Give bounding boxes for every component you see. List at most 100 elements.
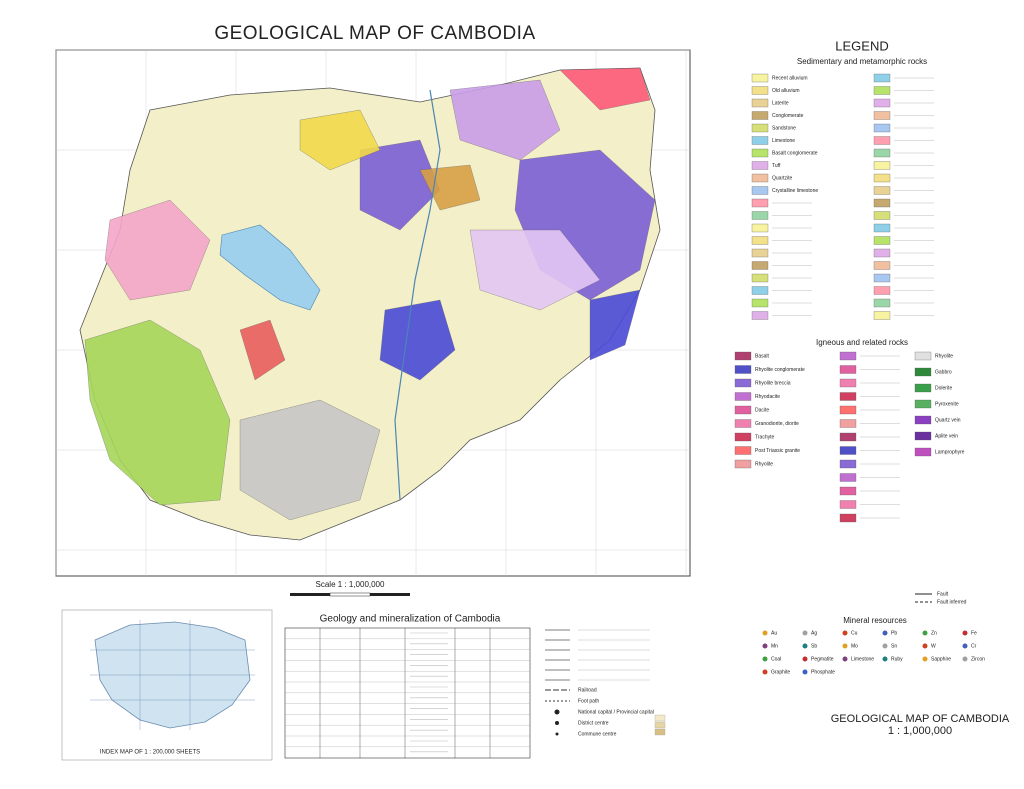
legend-label: Basalt	[755, 353, 770, 359]
legend-swatch	[839, 500, 857, 509]
mineral-label: Phosphate	[811, 669, 835, 675]
mineral-symbol	[842, 643, 848, 649]
legend-swatch	[751, 86, 769, 95]
mineral-symbol	[962, 656, 968, 662]
legend-label: Crystalline limestone	[772, 188, 818, 194]
legend-swatch	[751, 73, 769, 83]
geologic-unit	[559, 67, 651, 111]
legend-swatch	[734, 365, 752, 374]
legend-swatch	[734, 419, 752, 428]
legend-label: Limestone	[772, 138, 795, 144]
legend-swatch	[839, 432, 857, 442]
settlement-symbol	[555, 732, 559, 736]
legend-swatch	[734, 432, 752, 442]
geologic-unit	[379, 299, 456, 381]
legend-label: Sandstone	[772, 125, 796, 131]
legend-swatch	[751, 311, 769, 320]
legend-swatch	[914, 351, 932, 361]
legend-label: Pyroxenite	[935, 401, 959, 407]
legend-swatch	[873, 111, 891, 120]
index-grid	[90, 620, 255, 730]
legend-label: Granodiorite, diorite	[755, 421, 799, 427]
scale-segment	[370, 593, 410, 596]
mineral-symbol	[762, 669, 768, 675]
legend-swatch	[873, 173, 891, 183]
contour-legend	[654, 714, 666, 736]
geologic-unit	[239, 399, 381, 521]
legend-swatch	[873, 211, 891, 220]
legend-swatch	[734, 459, 752, 469]
legend-label: Quartzite	[772, 175, 793, 181]
contour-swatch	[654, 721, 666, 729]
legend-swatch	[839, 446, 857, 455]
legend-swatch	[734, 446, 752, 455]
mineral-label: Fe	[971, 630, 977, 636]
legend-label: Fault inferred	[937, 599, 967, 605]
mineral-label: Pb	[891, 630, 897, 636]
legend-swatch	[839, 513, 857, 523]
legend-swatch	[873, 136, 891, 145]
mineral-label: W	[931, 643, 936, 649]
legend-label: Old alluvium	[772, 88, 800, 94]
mineral-symbol	[922, 643, 928, 649]
mineral-label: Au	[771, 630, 777, 636]
mineral-label: Zn	[931, 630, 937, 636]
geologic-unit	[449, 79, 561, 161]
legend-swatch	[734, 392, 752, 401]
mineral-label: Ruby	[891, 656, 903, 662]
legend-swatch	[914, 431, 932, 441]
mineral-label: Mn	[771, 643, 778, 649]
legend-swatch	[873, 161, 891, 170]
road-label: National capital / Provincial capital	[578, 709, 654, 715]
legend-swatch	[751, 236, 769, 245]
legend-swatch	[734, 351, 752, 361]
contour-swatch	[654, 728, 666, 736]
legend-label: Rhyolite conglomerate	[755, 367, 805, 373]
mineral-symbol	[842, 656, 848, 662]
mineral-label: Zircon	[971, 656, 985, 662]
geology-table	[285, 628, 530, 758]
legend-title: LEGEND	[835, 38, 888, 53]
mineral-symbol	[962, 630, 968, 636]
road-label: District centre	[578, 720, 609, 726]
legend-swatch	[839, 378, 857, 388]
legend-label: Gabbro	[935, 369, 952, 375]
mineral-symbol	[962, 643, 968, 649]
mineral-label: Pegmatite	[811, 656, 834, 662]
legend-swatch	[873, 86, 891, 95]
mineral-symbol	[802, 669, 808, 675]
legend-label: Post Triassic granite	[755, 448, 800, 454]
legend-swatch	[873, 298, 891, 308]
legend-swatch	[873, 198, 891, 208]
legend-swatch	[751, 273, 769, 283]
legend-label: Quartz vein	[935, 417, 961, 423]
legend-swatch	[751, 223, 769, 233]
legend-heading: Igneous and related rocks	[816, 338, 908, 347]
legend-heading: Sedimentary and metamorphic rocks	[797, 57, 927, 66]
legend-swatch	[839, 392, 857, 401]
mineral-label: Mo	[851, 643, 858, 649]
legend-label: Rhyolite breccia	[755, 380, 791, 386]
legend-swatch	[751, 248, 769, 258]
mineral-symbol	[802, 643, 808, 649]
mineral-symbol	[762, 630, 768, 636]
legend-heading: Mineral resources	[843, 616, 907, 625]
footer-scale: 1 : 1,000,000	[888, 725, 952, 737]
river	[394, 89, 441, 501]
legend-swatch	[751, 136, 769, 145]
legend-swatch	[839, 486, 857, 496]
legend-swatch	[914, 367, 932, 377]
settlement-symbol	[554, 709, 560, 715]
legend-swatch	[873, 273, 891, 283]
mineral-symbol	[842, 630, 848, 636]
legend-label: Lamprophyre	[935, 449, 965, 455]
sheet-title: GEOLOGICAL MAP OF CAMBODIA	[214, 23, 535, 44]
legend-label: Rhyolite	[755, 461, 773, 467]
road-label: Commune centre	[578, 731, 617, 737]
legend-swatch	[873, 261, 891, 270]
geologic-unit	[469, 229, 601, 311]
legend-label: Recent alluvium	[772, 75, 808, 81]
legend-swatch	[873, 123, 891, 133]
legend-swatch	[873, 73, 891, 83]
legend-swatch	[873, 248, 891, 258]
